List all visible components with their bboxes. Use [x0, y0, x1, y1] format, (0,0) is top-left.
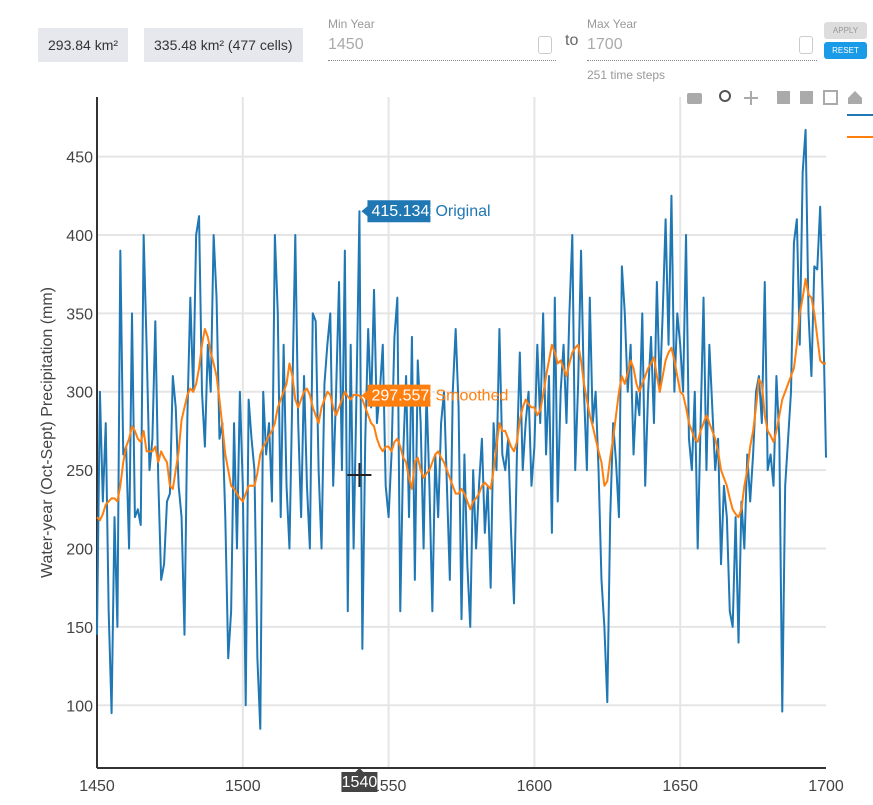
autoscale-icon[interactable]	[823, 90, 838, 105]
x-tick-label: 1500	[225, 778, 261, 795]
hover-box	[361, 200, 431, 223]
reset-button[interactable]: RESET	[824, 42, 867, 59]
x-tick-label: 1650	[662, 778, 698, 795]
y-tick-label: 300	[66, 385, 93, 402]
min-year-label: Min Year	[328, 17, 375, 31]
area-total: 335.48 km² (477 cells)	[144, 28, 303, 62]
zoom-out-icon[interactable]	[800, 91, 813, 104]
x-tick-label: 1600	[517, 778, 553, 795]
home-icon[interactable]	[848, 91, 862, 104]
modebar	[687, 90, 862, 105]
y-axis-label: Water-year (Oct-Sept) Precipitation (mm)	[39, 287, 56, 578]
x-tick-label: 1450	[79, 778, 115, 795]
to-label: to	[565, 32, 579, 49]
apply-button[interactable]: APPLY	[824, 22, 867, 39]
hover-x-value: 1540	[342, 774, 378, 791]
max-year-value: 1700	[587, 36, 623, 53]
hover-x-box	[341, 768, 378, 792]
y-tick-label: 400	[66, 228, 93, 245]
min-year-input[interactable]: 1450	[328, 34, 556, 61]
series-line	[96, 277, 826, 522]
y-tick-label: 250	[66, 463, 93, 480]
hover-value: 297.5573	[371, 388, 438, 405]
area-selected: 293.84 km²	[38, 28, 129, 62]
y-tick-label: 450	[66, 150, 93, 167]
y-tick-label: 100	[66, 698, 93, 715]
x-tick-label: 1550	[371, 778, 407, 795]
zoom-in-icon[interactable]	[777, 91, 790, 104]
x-tick-label: 1700	[808, 778, 844, 795]
hover-name: Original	[435, 203, 490, 220]
spinner[interactable]	[799, 36, 813, 54]
crosshair	[347, 463, 372, 487]
min-year-value: 1450	[328, 36, 364, 53]
hover-value: 415.1342	[371, 203, 438, 220]
zoom-icon[interactable]	[719, 90, 731, 102]
camera-icon[interactable]	[687, 93, 702, 104]
y-tick-label: 150	[66, 620, 93, 637]
time-steps: 251 time steps	[587, 68, 666, 82]
hover-name: Smoothed	[435, 388, 508, 405]
pan-icon[interactable]	[744, 91, 758, 105]
y-tick-label: 350	[66, 306, 93, 323]
max-year-input[interactable]: 1700	[587, 34, 817, 61]
max-year-label: Max Year	[587, 17, 638, 31]
y-tick-label: 200	[66, 542, 93, 559]
hover-box	[361, 384, 431, 407]
spinner[interactable]	[538, 36, 552, 54]
